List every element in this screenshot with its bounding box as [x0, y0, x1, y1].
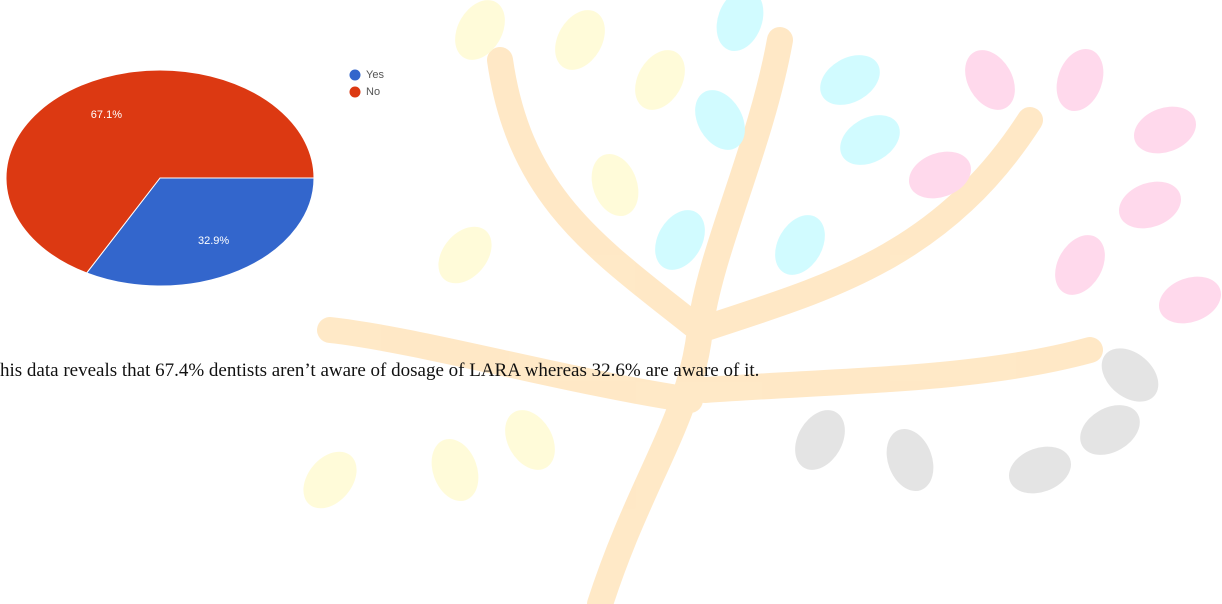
pie-slice [5, 69, 315, 274]
pie-slice [85, 177, 315, 287]
chart: 32.9% 67.1% Yes No [5, 69, 384, 287]
legend-swatch [349, 69, 361, 81]
legend-label: No [366, 86, 380, 98]
tree-watermark [303, 0, 1221, 604]
legend-label: Yes [366, 69, 384, 81]
paragraph: his data reveals that 67.4% dentists are… [0, 360, 760, 381]
slice-label: 67.1% [91, 109, 122, 121]
slice-label: 32.9% [198, 235, 229, 247]
legend-swatch [349, 86, 361, 98]
